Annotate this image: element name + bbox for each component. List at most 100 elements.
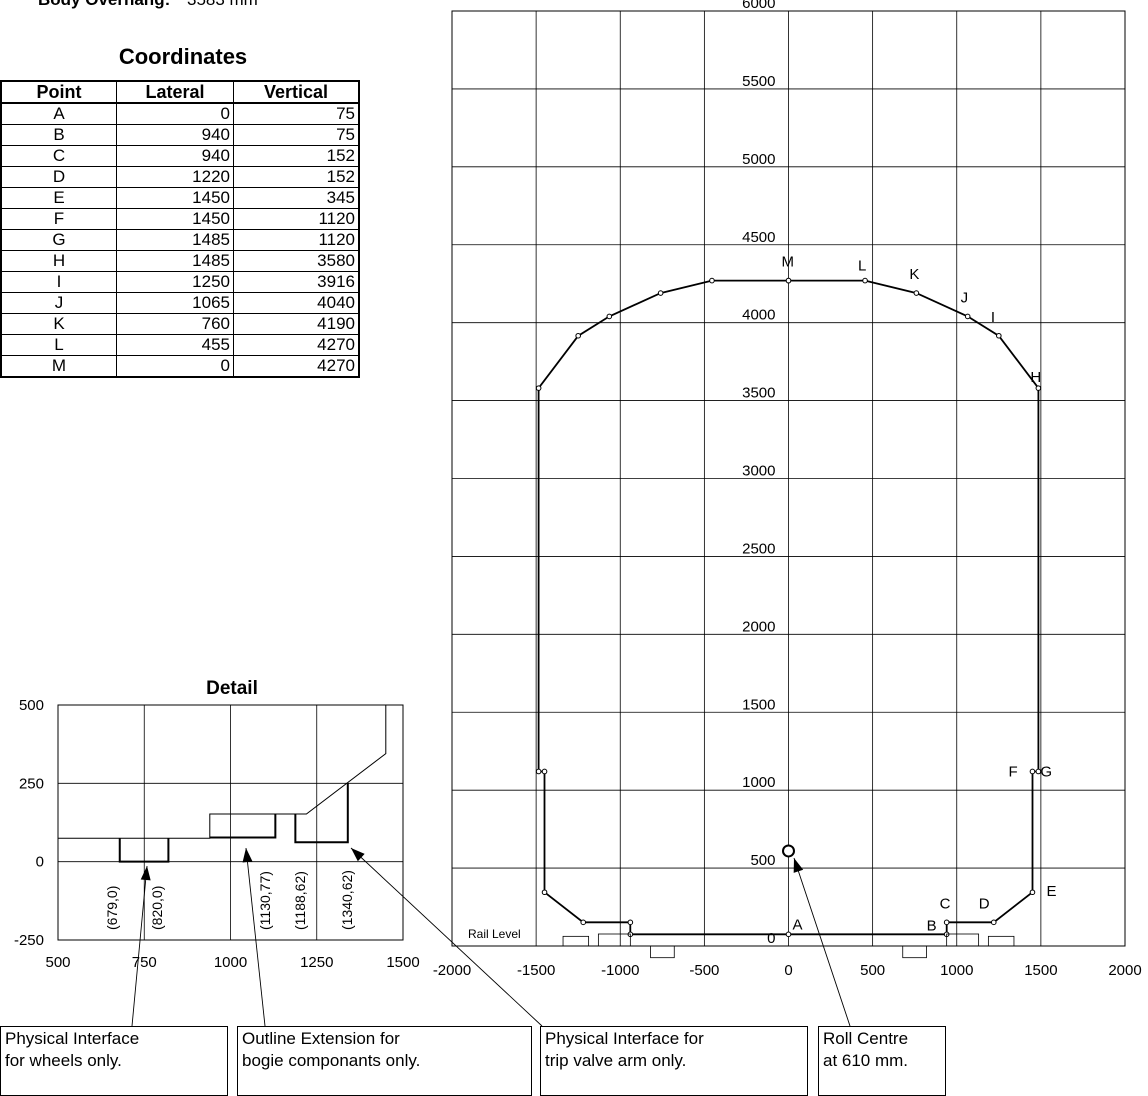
detail-gauge-outline: [58, 705, 387, 839]
detail-x-tick-label: 750: [132, 954, 157, 971]
detail-wheel-interface: [118, 838, 170, 863]
gauge-vertex: [785, 277, 792, 284]
cell-vertical: 3580: [233, 250, 360, 272]
point-label-l: L: [858, 258, 866, 275]
callout-trip-valve-leader-line: [350, 847, 543, 1027]
gauge-vertex: [580, 919, 587, 926]
point-label-c: C: [940, 895, 951, 912]
cell-lateral: 1220: [116, 166, 234, 188]
table-row: M 0 4270: [0, 355, 360, 378]
gauge-vertex: [990, 919, 997, 926]
callout-roll-centre-leader-arrowhead: [793, 858, 804, 873]
interface-box: [650, 945, 675, 959]
gauge-vertex: [996, 332, 1002, 339]
interface-box: [597, 933, 631, 947]
table-row: K 760 4190: [0, 313, 360, 335]
detail-trip-valve-interface: [294, 783, 349, 844]
gauge-vertex: [541, 889, 548, 896]
gauge-vertex: [1029, 889, 1036, 896]
callout-roll-centre-leader-line: [793, 857, 851, 1027]
main-y-tick-label: 2000: [742, 618, 775, 635]
callout-bogie-leader-line: [245, 847, 266, 1027]
cell-lateral: 455: [116, 334, 234, 356]
table-title: Coordinates: [118, 44, 248, 69]
column-header-point: Point: [0, 80, 117, 104]
body-overhang: Body Overhang: 3583 mm: [38, 0, 258, 10]
callout-roll-centre-line1: Roll Centre: [823, 1029, 909, 1048]
gauge-vertex: [1035, 768, 1042, 775]
callout-bogie-leader-arrowhead: [242, 848, 253, 863]
interface-box: [902, 945, 927, 959]
main-x-tick-label: 500: [860, 962, 885, 979]
detail-x-tick-label: 500: [45, 954, 70, 971]
main-y-tick-label: 3000: [742, 463, 775, 480]
point-label-h: H: [1030, 369, 1041, 386]
detail-point-label: (679,0): [104, 886, 120, 930]
cell-lateral: 1450: [116, 187, 234, 209]
point-label-e: E: [1046, 883, 1056, 900]
callout-wheels: Physical Interface for wheels only.: [0, 1026, 228, 1096]
callout-wheels-line1: Physical Interface: [5, 1029, 140, 1048]
detail-point-label: (1188,62): [292, 871, 308, 930]
point-label-m: M: [782, 254, 795, 271]
main-y-tick-label: 4000: [742, 307, 775, 324]
table-row: G 1485 1120: [0, 229, 360, 251]
callout-trip-valve: Physical Interface for trip valve arm on…: [540, 1026, 808, 1096]
overhang-value: 3583 mm: [187, 0, 258, 9]
main-y-tick-label: 4500: [742, 229, 775, 246]
cell-lateral: 1450: [116, 208, 234, 230]
gauge-vertex: [1029, 768, 1036, 775]
callout-wheels-leader-line: [131, 865, 148, 1027]
detail-x-tick-label: 1000: [214, 954, 247, 971]
cell-vertical: 4270: [233, 355, 360, 378]
gauge-vertex: [627, 919, 634, 926]
gauge-vertex: [657, 290, 664, 296]
point-label-a: A: [793, 916, 803, 933]
callout-trip-valve-line1: Physical Interface for: [545, 1029, 704, 1048]
cell-vertical: 4270: [233, 334, 360, 356]
point-label-g: G: [1040, 763, 1052, 780]
main-y-tick-label: 0: [767, 930, 775, 947]
point-label-b: B: [927, 917, 937, 934]
main-x-tick-label: -2000: [433, 962, 471, 979]
gauge-vertex: [535, 768, 542, 775]
main-x-tick-label: -500: [689, 962, 719, 979]
main-y-tick-label: 1500: [742, 696, 775, 713]
table-row: E 1450 345: [0, 187, 360, 209]
table-row: L 455 4270: [0, 334, 360, 356]
main-x-tick-label: 0: [784, 962, 792, 979]
detail-point-label: (820,0): [149, 886, 165, 930]
callout-wheels-leader-arrowhead: [140, 866, 151, 881]
gauge-vertex: [964, 313, 971, 320]
gauge-vertex: [709, 277, 715, 284]
gauge-vertex: [535, 385, 542, 391]
gauge-vertex: [862, 277, 868, 284]
main-x-tick-label: 1000: [940, 962, 973, 979]
column-header-lateral: Lateral: [116, 80, 234, 104]
cell-point: D: [0, 166, 117, 188]
callout-bogie-line1: Outline Extension for: [242, 1029, 400, 1048]
point-label-i: I: [991, 309, 995, 326]
overhang-label: Body Overhang:: [38, 0, 170, 9]
point-label-j: J: [961, 289, 969, 306]
column-header-vertical: Vertical: [233, 80, 360, 104]
interface-box: [562, 935, 590, 947]
interface-box: [946, 933, 980, 947]
main-x-tick-label: 1500: [1024, 962, 1057, 979]
table-row: C 940 152: [0, 145, 360, 167]
roll-centre-marker: [782, 844, 795, 858]
cell-lateral: 940: [116, 145, 234, 167]
callout-bogie: Outline Extension for bogie componants o…: [237, 1026, 532, 1096]
table-row: B 940 75: [0, 124, 360, 146]
main-y-tick-label: 500: [750, 852, 775, 869]
point-label-d: D: [979, 895, 990, 912]
table-row: A 0 75: [0, 102, 360, 125]
detail-x-tick-label: 1250: [300, 954, 333, 971]
rail-level-label: Rail Level: [468, 927, 521, 941]
cell-vertical: 1120: [233, 208, 360, 230]
gauge-vertex: [785, 931, 792, 938]
table-row: I 1250 3916: [0, 271, 360, 293]
interface-box: [987, 935, 1015, 947]
cell-vertical: 345: [233, 187, 360, 209]
